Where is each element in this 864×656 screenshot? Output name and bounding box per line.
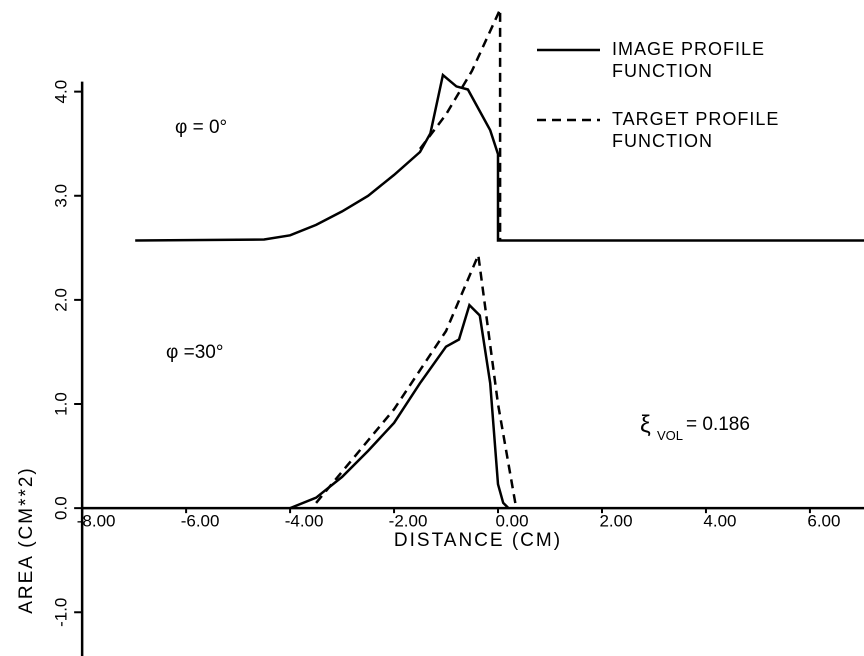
series-line — [315, 250, 518, 509]
x-tick-label: -6.00 — [181, 512, 220, 531]
y-tick-label: 1.0 — [52, 392, 71, 416]
y-tick-label: 2.0 — [52, 288, 71, 312]
annotation: φ = 0° — [175, 117, 227, 138]
annotation: φ =30° — [166, 342, 223, 363]
y-axis-title: AREA (CM**2) — [16, 466, 37, 614]
legend-label: TARGET PROFILE FUNCTION — [612, 109, 780, 151]
x-tick-label: -4.00 — [285, 512, 324, 531]
x-tick-label: 0.00 — [495, 512, 528, 531]
series-line — [289, 302, 510, 510]
annotation: = 0.186 — [686, 414, 750, 435]
x-tick-label: -2.00 — [389, 512, 428, 531]
x-tick-label: 2.00 — [599, 512, 632, 531]
x-tick-label: -8.00 — [77, 512, 116, 531]
y-tick-label: 3.0 — [52, 184, 71, 208]
annotation: ξ — [640, 411, 651, 438]
x-tick-label: 6.00 — [807, 512, 840, 531]
annotation: VOL — [657, 428, 683, 443]
x-axis-title: DISTANCE (CM) — [394, 530, 562, 551]
y-tick-label: 0.0 — [52, 496, 71, 520]
y-tick-label: 4.0 — [52, 80, 71, 104]
x-tick-label: 4.00 — [703, 512, 736, 531]
y-tick-label: -1.0 — [52, 598, 71, 627]
legend-label: IMAGE PROFILE FUNCTION — [612, 39, 766, 81]
series-line — [419, 8, 502, 241]
